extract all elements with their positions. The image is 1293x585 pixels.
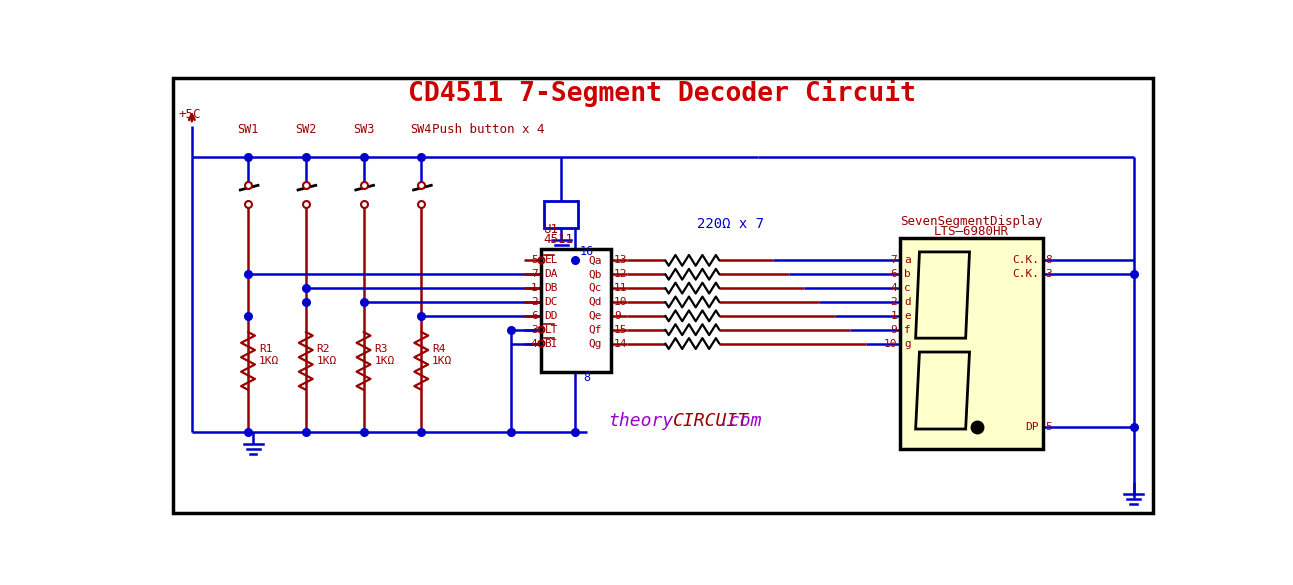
Text: 1KΩ: 1KΩ — [432, 356, 453, 366]
Text: 10: 10 — [614, 297, 627, 307]
Text: SW3: SW3 — [353, 123, 374, 136]
Text: Qa: Qa — [588, 256, 601, 266]
Text: BI: BI — [544, 339, 559, 349]
Text: R3: R3 — [374, 344, 388, 354]
Text: 1KΩ: 1KΩ — [259, 356, 279, 366]
Text: theory: theory — [608, 412, 674, 429]
Text: R2: R2 — [317, 344, 330, 354]
Text: 220Ω x 7: 220Ω x 7 — [697, 217, 764, 231]
Text: R1: R1 — [259, 344, 273, 354]
Text: DB: DB — [544, 283, 559, 293]
Text: f: f — [904, 325, 910, 335]
Text: 5: 5 — [531, 256, 538, 266]
Text: 9: 9 — [891, 325, 897, 335]
Text: c: c — [904, 283, 910, 293]
Text: R4: R4 — [432, 344, 446, 354]
Text: LT: LT — [544, 325, 559, 335]
Text: DA: DA — [544, 269, 559, 279]
Text: LTS—6980HR: LTS—6980HR — [934, 225, 1009, 239]
Text: Qe: Qe — [588, 311, 601, 321]
Bar — [544, 201, 578, 228]
Text: d: d — [904, 297, 910, 307]
Text: 4511: 4511 — [543, 233, 573, 246]
Text: 7: 7 — [891, 256, 897, 266]
Text: 3: 3 — [531, 325, 538, 335]
Text: 6: 6 — [891, 269, 897, 279]
Text: SW1: SW1 — [238, 123, 259, 136]
Bar — [900, 238, 1042, 449]
Text: Qd: Qd — [588, 297, 601, 307]
Text: 12: 12 — [614, 269, 627, 279]
Text: 10: 10 — [883, 339, 897, 349]
Text: 8: 8 — [1045, 256, 1051, 266]
Text: 8: 8 — [583, 371, 591, 384]
Text: .com: .com — [719, 412, 763, 429]
Text: 9: 9 — [614, 311, 621, 321]
Text: Qg: Qg — [588, 339, 601, 349]
Text: g: g — [904, 339, 910, 349]
Text: Qc: Qc — [588, 283, 601, 293]
Text: 3: 3 — [1045, 269, 1051, 279]
Text: 1: 1 — [531, 283, 538, 293]
Text: 7: 7 — [531, 269, 538, 279]
Text: DC: DC — [544, 297, 559, 307]
Text: +5C: +5C — [178, 108, 202, 121]
Text: U1: U1 — [543, 223, 557, 236]
Polygon shape — [915, 252, 970, 338]
Text: Qb: Qb — [588, 269, 601, 279]
Text: Qf: Qf — [588, 325, 601, 335]
Text: DD: DD — [544, 311, 559, 321]
Text: 1KΩ: 1KΩ — [317, 356, 336, 366]
Bar — [540, 249, 612, 372]
Text: 2: 2 — [531, 297, 538, 307]
Text: 5: 5 — [1045, 422, 1051, 432]
Text: 6: 6 — [531, 311, 538, 321]
Text: 4: 4 — [531, 339, 538, 349]
Text: C.K.: C.K. — [1012, 256, 1038, 266]
Text: b: b — [904, 269, 910, 279]
Text: 14: 14 — [614, 339, 627, 349]
Text: 2: 2 — [891, 297, 897, 307]
Text: SW4: SW4 — [411, 123, 432, 136]
Text: Push button x 4: Push button x 4 — [432, 123, 544, 136]
Text: SW2: SW2 — [295, 123, 317, 136]
Text: 13: 13 — [614, 256, 627, 266]
Text: 1KΩ: 1KΩ — [374, 356, 394, 366]
Text: C.K.: C.K. — [1012, 269, 1038, 279]
Text: a: a — [904, 256, 910, 266]
Text: CIRCUIT: CIRCUIT — [674, 412, 749, 429]
Text: 16: 16 — [579, 245, 593, 258]
Text: DP: DP — [1025, 422, 1038, 432]
Text: 4: 4 — [891, 283, 897, 293]
Text: EL: EL — [544, 256, 559, 266]
Text: SevenSegmentDisplay: SevenSegmentDisplay — [900, 215, 1042, 228]
Text: 11: 11 — [614, 283, 627, 293]
Polygon shape — [915, 352, 970, 429]
Text: e: e — [904, 311, 910, 321]
Text: CD4511 7-Segment Decoder Circuit: CD4511 7-Segment Decoder Circuit — [409, 80, 917, 107]
Text: 15: 15 — [614, 325, 627, 335]
Text: 1: 1 — [891, 311, 897, 321]
